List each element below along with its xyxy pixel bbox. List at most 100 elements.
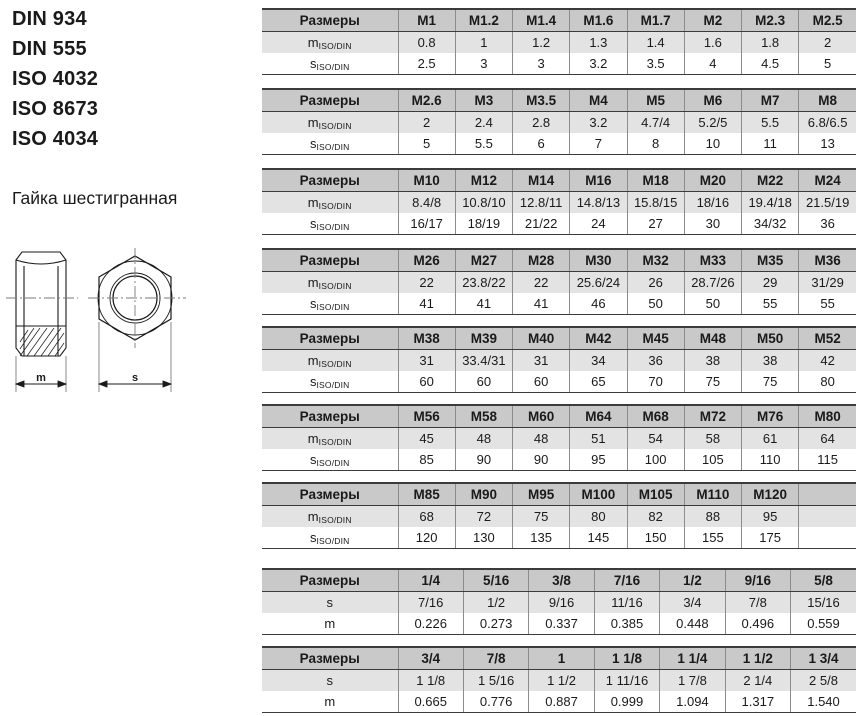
table-cell-value: 75 (740, 371, 799, 393)
column-header-size: M100 (569, 482, 627, 506)
dimension-table: Размеры M85 M90 M95 M100 M105 M110 M120 mISO/DIN… (262, 482, 856, 549)
column-header-size: M1 (397, 8, 456, 32)
row-label-s: s (262, 591, 398, 613)
table-cell-value: 28.7/26 (683, 271, 742, 293)
table-cell-value: 1 11/16 (593, 669, 660, 691)
row-label-s: s (262, 669, 398, 691)
table-header-sizes: Размеры (262, 168, 398, 192)
row-label-m: m (262, 691, 398, 713)
table-cell-value: 90 (511, 449, 570, 471)
table-header-sizes: Размеры (262, 88, 398, 112)
table-row: sISO/DIN 120 130 135 145 150 155 175 (262, 527, 856, 549)
table-cell-value: 64 (798, 427, 856, 449)
table-cell-value: 21.5/19 (798, 191, 856, 213)
table-cell-value: 9/16 (528, 591, 595, 613)
row-label-s: sISO/DIN (262, 449, 398, 471)
column-header-size: M35 (740, 248, 799, 272)
table-cell-value: 2.4 (454, 111, 513, 133)
table-cell-value: 12.8/11 (511, 191, 570, 213)
column-header-size: 9/16 (724, 568, 791, 592)
table-cell-value: 10.8/10 (454, 191, 513, 213)
table-cell-value: 0.8 (397, 31, 456, 53)
column-header-size: M20 (683, 168, 742, 192)
table-cell-value: 0.496 (724, 613, 791, 635)
column-header-size: M52 (798, 326, 856, 350)
table-cell-value: 5.5 (454, 133, 513, 155)
dimension-table: Размеры 1/4 5/16 3/8 7/16 1/2 9/16 5/8 s 7/16 1/2 9… (262, 568, 856, 635)
standard-item: DIN 555 (12, 38, 87, 60)
column-header-size: M60 (511, 404, 570, 428)
row-label-m: mISO/DIN (262, 427, 398, 449)
column-header-size: M42 (569, 326, 627, 350)
column-header-size: M1.4 (511, 8, 570, 32)
table-cell-value: 51 (569, 427, 627, 449)
table-cell-value: 5.5 (740, 111, 799, 133)
row-label-s: sISO/DIN (262, 527, 398, 549)
column-header-size: M33 (683, 248, 742, 272)
column-header-size: M72 (683, 404, 742, 428)
column-header-size: 1 1/8 (593, 646, 660, 670)
table-cell-value: 3.2 (569, 53, 627, 75)
column-header-size: M120 (740, 482, 799, 506)
table-cell-value: 1.3 (569, 31, 627, 53)
table-cell-value: 3 (511, 53, 570, 75)
table-row: sISO/DIN 2.5 3 3 3.2 3.5 4 4.5 5 (262, 53, 856, 75)
table-cell-value: 8.4/8 (397, 191, 456, 213)
table-cell-value: 36 (798, 213, 856, 235)
table-cell-value: 95 (569, 449, 627, 471)
table-row: m 0.665 0.776 0.887 0.999 1.094 1.317 1.540 (262, 691, 856, 713)
table-header-sizes: Размеры (262, 8, 398, 32)
side-view-outline (15, 251, 67, 357)
table-cell-value: 15/16 (790, 591, 856, 613)
dimension-line-s (97, 380, 173, 388)
row-label-m: mISO/DIN (262, 31, 398, 53)
table-cell-value: 50 (683, 293, 742, 315)
table-cell-value: 95 (740, 505, 799, 527)
table-cell-value: 38 (683, 349, 742, 371)
column-header-size: M5 (626, 88, 685, 112)
column-header-size: M2.6 (397, 88, 456, 112)
table-cell-value: 80 (798, 371, 856, 393)
table-row: s 7/16 1/2 9/16 11/16 3/4 7/8 15/16 (262, 591, 856, 613)
table-cell-value: 14.8/13 (569, 191, 627, 213)
column-header-size: 5/16 (462, 568, 529, 592)
table-cell-value: 120 (397, 527, 456, 549)
top-view-centerlines (88, 248, 186, 348)
table-row: sISO/DIN 60 60 60 65 70 75 75 80 (262, 371, 856, 393)
row-label-m: mISO/DIN (262, 191, 398, 213)
table-cell-value: 115 (798, 449, 856, 471)
column-header-size: M26 (397, 248, 456, 272)
table-cell-value: 130 (454, 527, 513, 549)
row-label-s: sISO/DIN (262, 133, 398, 155)
column-header-size: 1 1/2 (724, 646, 791, 670)
table-header-sizes: Размеры (262, 404, 398, 428)
table-cell-value: 54 (626, 427, 685, 449)
column-header-size: M80 (798, 404, 856, 428)
table-cell-value: 0.337 (528, 613, 595, 635)
table-cell-value: 42 (798, 349, 856, 371)
table-cell-value: 31 (511, 349, 570, 371)
dimension-line-m (14, 380, 68, 388)
product-caption: Гайка шестигранная (12, 188, 178, 208)
column-header-size: M10 (397, 168, 456, 192)
table-cell-value: 0.448 (659, 613, 726, 635)
column-header-size: M24 (798, 168, 856, 192)
table-cell-value: 145 (569, 527, 627, 549)
table-cell-value: 72 (454, 505, 513, 527)
table-cell-value: 0.559 (790, 613, 856, 635)
row-label-m: mISO/DIN (262, 349, 398, 371)
row-label-s: sISO/DIN (262, 53, 398, 75)
table-cell-value: 19.4/18 (740, 191, 799, 213)
row-label-s: sISO/DIN (262, 371, 398, 393)
dimension-table: Размеры M38 M39 M40 M42 M45 M48 M50 M52 mISO/DIN 3… (262, 326, 856, 393)
column-header-size: M4 (569, 88, 627, 112)
dimension-table: Размеры M2.6 M3 M3.5 M4 M5 M6 M7 M8 mISO/DIN 2 2.4 2… (262, 88, 856, 155)
table-cell-value: 150 (626, 527, 685, 549)
row-label-s: sISO/DIN (262, 293, 398, 315)
table-header-sizes: Размеры (262, 326, 398, 350)
left-info-panel: DIN 934 DIN 555 ISO 4032 ISO 8673 ISO 40… (0, 0, 258, 716)
column-header-size: M14 (511, 168, 570, 192)
table-row: m 0.226 0.273 0.337 0.385 0.448 0.496 0.559 (262, 613, 856, 635)
table-cell-value: 60 (511, 371, 570, 393)
table-cell-value: 58 (683, 427, 742, 449)
